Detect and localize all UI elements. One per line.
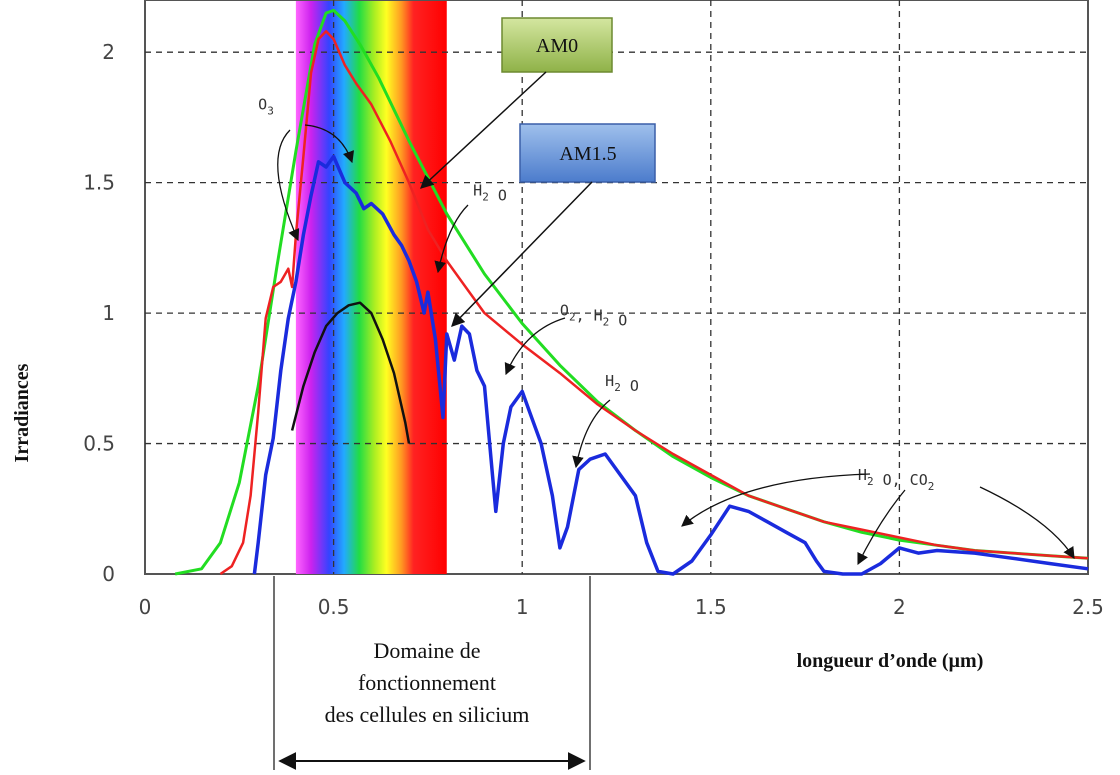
- am15-label: AM1.5: [559, 143, 616, 165]
- am0-arrow: [420, 71, 547, 189]
- annotation-arrow: [504, 317, 566, 376]
- y-axis-title: Irradiances: [11, 363, 33, 462]
- absorption-label: H2 O, CO2: [858, 466, 934, 493]
- x-tick-labels: 0 0.5 1 1.5 2 2.5: [139, 595, 1104, 619]
- visible-spectrum-band: [295, 1, 447, 574]
- domain-label-line-3: des cellules en silicium: [325, 702, 530, 727]
- x-tick-label: 1.5: [695, 595, 727, 619]
- annotation-arrow: [434, 204, 469, 274]
- domain-label-line-1: Domaine de: [374, 638, 481, 663]
- annotation-arrow: [277, 129, 300, 242]
- domain-label-line-2: fonctionnement: [358, 670, 496, 695]
- x-tick-label: 0.5: [318, 595, 350, 619]
- annotation-layer: O3 H2 O O2, H2 O H2 O H2 O, CO2: [258, 96, 1075, 566]
- series-line-0: [174, 8, 1089, 576]
- y-tick-label: 0: [102, 562, 115, 586]
- silicon-domain: Domaine de fonctionnement des cellules e…: [273, 576, 591, 770]
- absorption-label: H2 O: [605, 372, 639, 395]
- am0-label: AM0: [536, 35, 578, 57]
- x-tick-label: 2.5: [1072, 595, 1104, 619]
- absorption-label: H2 O: [473, 182, 507, 205]
- annotation-arrow: [681, 473, 871, 527]
- annotation-arrow: [979, 486, 1075, 559]
- series-line-2: [252, 154, 1089, 576]
- plot-frame: [144, 0, 1089, 575]
- y-tick-label: 1: [102, 301, 115, 325]
- annotation-arrow: [304, 124, 355, 164]
- series-layer: [174, 8, 1089, 576]
- series-line-1: [219, 30, 1089, 576]
- x-tick-label: 2: [893, 595, 906, 619]
- am15-arrow: [451, 181, 593, 327]
- y-tick-labels: 0 0.5 1 1.5 2: [83, 40, 115, 586]
- y-tick-label: 0.5: [83, 432, 115, 456]
- am0-callout: AM0: [501, 17, 613, 73]
- grid-lines: [145, 0, 1088, 574]
- annotation-arrow: [857, 489, 906, 566]
- absorption-label: O2, H2 O: [560, 302, 627, 330]
- x-axis-title: longueur d’onde (µm): [797, 650, 984, 672]
- y-tick-label: 1.5: [83, 171, 115, 195]
- absorption-label: O3: [258, 96, 274, 118]
- annotation-arrow: [572, 399, 611, 469]
- x-tick-label: 0: [139, 595, 152, 619]
- series-line-3: [290, 301, 411, 444]
- y-tick-label: 2: [102, 40, 115, 64]
- x-tick-label: 1: [516, 595, 529, 619]
- am15-callout: AM1.5: [519, 123, 656, 183]
